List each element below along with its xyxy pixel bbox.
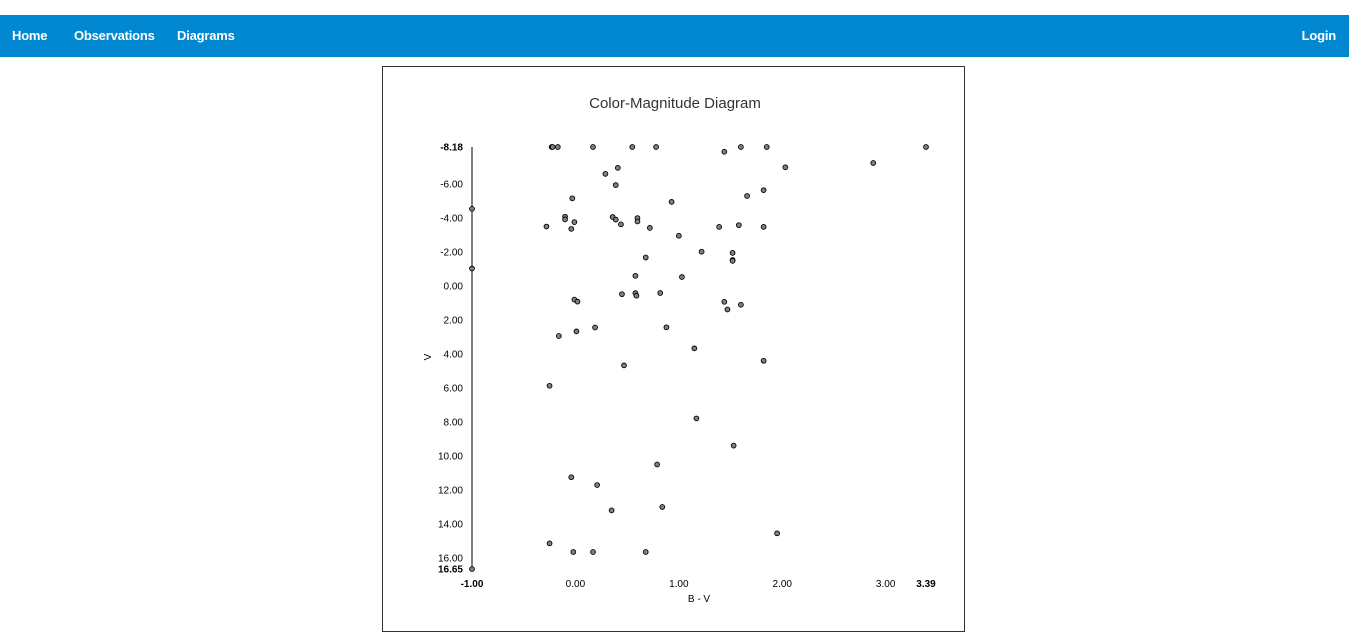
data-point — [469, 206, 475, 212]
data-point — [716, 224, 723, 230]
x-tick-label: 3.00 — [876, 579, 896, 590]
data-point — [546, 382, 553, 389]
data-point — [642, 254, 649, 261]
data-point — [653, 144, 659, 150]
data-point — [469, 265, 475, 272]
x-tick-label: 2.00 — [773, 579, 793, 590]
data-point — [633, 292, 640, 299]
y-tick-label: -8.18 — [440, 143, 463, 154]
data-point — [543, 223, 550, 230]
data-point — [729, 250, 736, 256]
data-point — [738, 144, 744, 150]
data-point — [574, 298, 581, 305]
y-tick-label: 0.00 — [444, 282, 464, 293]
data-points — [469, 144, 929, 572]
data-point — [760, 187, 767, 194]
data-point — [571, 219, 578, 225]
data-point — [590, 144, 596, 150]
data-point — [632, 272, 639, 279]
data-point — [608, 507, 615, 514]
y-tick-label: -2.00 — [440, 248, 463, 259]
top-navbar: Home Observations Diagrams Login — [0, 15, 1349, 57]
y-tick-label: -6.00 — [440, 180, 463, 191]
data-point — [647, 225, 653, 231]
chart-panel: Color-Magnitude Diagram -8.18 -6.00 -4.00-… — [382, 66, 965, 632]
data-point — [621, 362, 627, 369]
data-point — [760, 224, 767, 230]
color-magnitude-chart: Color-Magnitude Diagram -8.18-6.00-4.00-… — [423, 95, 937, 605]
data-point — [592, 324, 598, 331]
data-point — [568, 226, 575, 232]
data-point — [659, 504, 666, 510]
data-point — [668, 199, 675, 205]
y-tick-label: -4.00 — [440, 214, 463, 225]
data-point — [721, 298, 728, 305]
data-point — [724, 306, 731, 313]
nav-diagrams-link[interactable]: Diagrams — [177, 28, 235, 43]
data-point — [729, 258, 736, 264]
data-point — [469, 566, 475, 572]
data-point — [556, 333, 562, 339]
data-point — [612, 182, 619, 188]
data-point — [691, 345, 698, 352]
data-point — [870, 160, 877, 166]
data-point — [546, 540, 553, 547]
data-point — [744, 193, 750, 199]
y-tick-label: 8.00 — [444, 417, 464, 428]
data-point — [590, 549, 596, 555]
y-axis: -8.18 -6.00 -4.00 -2.00 0.00 2.00 4.00 6.00 8.00… — [438, 143, 473, 576]
nav-observations-link[interactable]: Observations — [74, 28, 155, 43]
x-tick-label: -1.00 — [461, 579, 484, 590]
y-tick-label: 10.00 — [438, 451, 463, 462]
data-point — [721, 148, 728, 155]
data-point — [568, 474, 575, 481]
data-point — [763, 144, 770, 150]
data-point — [634, 218, 641, 225]
data-point — [654, 461, 660, 468]
x-tick-label: 3.39 — [916, 579, 936, 590]
y-tick-label: 16.00 — [438, 553, 463, 564]
data-point — [618, 221, 624, 228]
data-point — [573, 328, 580, 335]
data-point — [774, 530, 780, 537]
data-point — [614, 165, 621, 171]
data-point — [602, 171, 609, 177]
nav-home-link[interactable]: Home — [12, 28, 48, 43]
x-tick-label: 1.00 — [669, 579, 689, 590]
y-tick-label: 12.00 — [438, 485, 463, 496]
data-point — [642, 549, 649, 555]
data-point — [619, 291, 625, 298]
data-point — [675, 232, 682, 239]
y-tick-label: 6.00 — [444, 383, 464, 394]
data-point — [629, 144, 636, 150]
data-point — [679, 274, 685, 280]
y-tick-label: 2.00 — [444, 316, 464, 327]
data-point — [612, 216, 619, 223]
data-point — [569, 195, 576, 202]
data-point — [735, 222, 742, 229]
chart-title: Color-Magnitude Diagram — [589, 95, 761, 112]
data-point — [738, 301, 744, 308]
data-point — [663, 324, 670, 331]
data-point — [698, 248, 705, 255]
data-point — [730, 442, 737, 449]
y-tick-label: 16.65 — [438, 565, 463, 576]
data-point — [657, 290, 664, 296]
data-point — [549, 144, 556, 150]
data-point — [594, 482, 600, 488]
nav-login-link[interactable]: Login — [1301, 28, 1337, 43]
x-tick-label: 0.00 — [566, 579, 586, 590]
y-axis-label: V — [423, 353, 434, 360]
y-tick-label: 4.00 — [444, 350, 464, 361]
data-point — [570, 549, 577, 555]
data-point — [693, 415, 700, 422]
data-point — [554, 144, 561, 150]
data-point — [782, 164, 789, 171]
data-point — [760, 357, 767, 364]
x-axis-label: B - V — [688, 594, 711, 605]
y-tick-label: 14.00 — [438, 519, 463, 530]
x-axis: -1.00 0.00 1.00 2.00 3.00 3.39 — [461, 579, 937, 590]
data-point — [562, 216, 568, 223]
data-point — [923, 144, 929, 150]
